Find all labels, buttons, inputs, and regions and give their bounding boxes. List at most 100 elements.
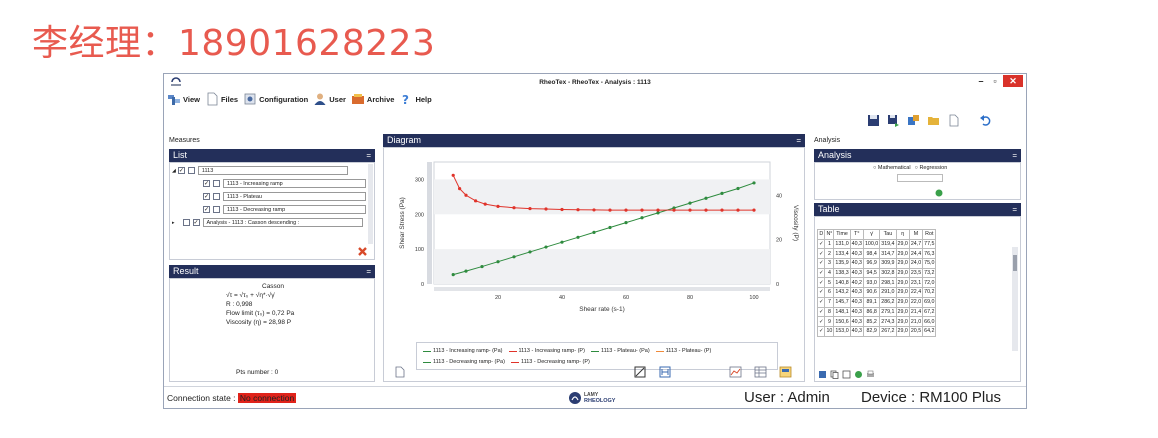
table-column-header[interactable]: Rot (922, 229, 937, 240)
row-checkbox[interactable]: ✓ (816, 248, 826, 260)
legend-item[interactable]: 1113 - Plateau- (P) (655, 346, 711, 357)
row-checkbox[interactable]: ✓ (816, 267, 826, 279)
table-zoom-icon[interactable] (818, 370, 827, 379)
page-icon[interactable] (394, 366, 405, 378)
legend-item[interactable]: 1113 - Decreasing ramp- (Pa) (423, 357, 505, 368)
legend-item[interactable]: 1113 - Increasing ramp- (P) (508, 346, 585, 357)
table-row[interactable]: ✓ 7 145,7 40,3 89,1 286,2 29,0 22,0 69,0 (816, 296, 937, 308)
close-button[interactable]: ✕ (1003, 75, 1023, 87)
analysis-model-select[interactable] (897, 174, 943, 182)
table-column-header[interactable]: Tau (879, 229, 897, 240)
tree-analysis-checkbox-d[interactable]: ✓ (192, 219, 200, 226)
zoom-reset-icon[interactable] (634, 366, 646, 378)
diagram-chart[interactable]: 0 100 200 300 0 20 40 20 40 60 80 100 Shear rate (s-… (384, 148, 804, 336)
menu-user[interactable]: User (313, 92, 346, 106)
copy-icon[interactable] (830, 370, 839, 379)
tree-child-checkbox[interactable] (213, 206, 220, 213)
save-icon[interactable] (867, 114, 880, 127)
open-folder-icon[interactable] (927, 114, 940, 127)
print-icon[interactable] (866, 370, 875, 379)
collapsed-caret-icon[interactable]: ▸ (172, 219, 175, 226)
validate-icon[interactable] (935, 189, 943, 197)
regression-radio[interactable]: ○ Regression (914, 165, 948, 171)
diagram-collapse-button[interactable]: = (796, 136, 801, 145)
legend-item[interactable]: 1113 - Increasing ramp- (Pa) (423, 346, 503, 357)
table-header[interactable]: Table = (814, 203, 1021, 216)
row-checkbox[interactable]: ✓ (816, 325, 826, 337)
menu-help[interactable]: ? Help (399, 92, 431, 106)
chart-settings-icon[interactable] (729, 366, 742, 378)
list-header[interactable]: List = (169, 149, 375, 162)
table-row[interactable]: ✓ 10 153,0 40,3 82,9 267,2 29,0 20,5 64,2 (816, 325, 937, 337)
tree-child-row[interactable]: ✓ 1113 - Plateau (203, 191, 366, 202)
table-column-header[interactable]: Time (833, 229, 851, 240)
tree-analysis-row[interactable]: ▸ ✓ Analysis - 1113 : Casson descending … (172, 217, 363, 228)
fit-width-icon[interactable] (659, 366, 671, 378)
delete-icon[interactable] (357, 246, 368, 257)
tree-child-row[interactable]: ✓ 1113 - Decreasing ramp (203, 204, 366, 215)
tree-child-checkbox[interactable]: ✓ (203, 206, 210, 213)
table-row[interactable]: ✓ 9 150,6 40,3 85,2 274,3 29,0 21,0 66,0 (816, 316, 937, 327)
table-column-header[interactable]: η (895, 229, 910, 240)
tree-scrollbar[interactable] (368, 164, 373, 244)
table-row[interactable]: ✓ 1 131,0 40,3 100,0 319,4 29,0 24,7 77,5 (816, 238, 937, 250)
tree-child-checkbox[interactable] (213, 193, 220, 200)
row-checkbox[interactable]: ✓ (816, 287, 826, 298)
save-as-icon[interactable] (887, 114, 900, 127)
row-checkbox[interactable]: ✓ (816, 316, 826, 327)
table-view-icon[interactable] (754, 366, 767, 378)
x-tick-label: 100 (749, 295, 758, 301)
tree-child-checkbox[interactable]: ✓ (203, 180, 210, 187)
menu-configuration[interactable]: Configuration (243, 92, 308, 106)
mathematical-radio[interactable]: ○ Mathematical (873, 165, 911, 171)
table-column-header[interactable]: N° (824, 229, 835, 240)
table-row[interactable]: ✓ 4 138,3 40,3 94,5 302,8 29,0 23,5 73,2 (816, 267, 937, 279)
tree-root-checkbox[interactable] (187, 167, 195, 174)
analysis-header[interactable]: Analysis = (814, 149, 1021, 162)
table-row[interactable]: ✓ 5 140,8 40,2 93,0 298,1 29,0 23,1 72,0 (816, 277, 937, 289)
tree-root-row[interactable]: ◢ ✓ 1113 (172, 165, 348, 176)
legend-item[interactable]: 1113 - Plateau- (Pa) (590, 346, 650, 357)
table-column-header[interactable]: D (816, 229, 826, 240)
table-scrollbar-thumb[interactable] (1013, 255, 1017, 271)
tree-child-checkbox[interactable]: ✓ (203, 193, 210, 200)
menu-view[interactable]: View (167, 92, 200, 106)
table-column-header[interactable]: M (908, 229, 924, 240)
table-row[interactable]: ✓ 3 135,9 40,3 96,9 309,9 29,0 24,0 75,0 (816, 258, 937, 269)
row-checkbox[interactable]: ✓ (816, 296, 826, 308)
expand-caret-icon[interactable]: ◢ (172, 167, 176, 174)
tree-child-checkbox[interactable] (213, 180, 220, 187)
row-checkbox[interactable]: ✓ (816, 258, 826, 269)
legend-item[interactable]: 1113 - Decreasing ramp- (P) (510, 357, 590, 368)
table-row[interactable]: ✓ 8 148,1 40,3 86,8 279,1 29,0 21,4 67,2 (816, 306, 937, 318)
table-column-header[interactable]: T° (849, 229, 864, 240)
result-collapse-button[interactable]: = (366, 267, 371, 276)
undo-icon[interactable] (979, 114, 992, 127)
table-cell: 29,0 (895, 306, 910, 318)
tree-analysis-checkbox[interactable] (182, 219, 190, 226)
table-scrollbar[interactable] (1012, 247, 1018, 351)
analysis-collapse-button[interactable]: = (1012, 151, 1017, 160)
diagram-header[interactable]: Diagram = (383, 134, 805, 147)
list-collapse-button[interactable]: = (366, 151, 371, 160)
menu-files[interactable]: Files (205, 92, 238, 106)
row-checkbox[interactable]: ✓ (816, 238, 826, 250)
menu-archive[interactable]: Archive (351, 92, 394, 106)
refresh-icon[interactable] (854, 370, 863, 379)
result-header[interactable]: Result = (169, 265, 375, 278)
document-icon[interactable] (947, 114, 960, 127)
table-row[interactable]: ✓ 6 143,2 40,3 90,6 291,0 29,0 22,4 70,2 (816, 287, 937, 298)
export-report-icon[interactable] (779, 366, 792, 378)
table-collapse-button[interactable]: = (1012, 205, 1017, 214)
tree-child-row[interactable]: ✓ 1113 - Increasing ramp (203, 178, 366, 189)
minimize-button[interactable]: – (978, 76, 984, 86)
row-checkbox[interactable]: ✓ (816, 277, 826, 289)
table-column-header[interactable]: γ̇ (862, 229, 881, 240)
table-row[interactable]: ✓ 2 133,4 40,3 98,4 314,7 29,0 24,4 76,3 (816, 248, 937, 260)
maximize-button[interactable]: ▫ (993, 76, 997, 86)
tree-root-checkbox-d[interactable]: ✓ (177, 167, 185, 174)
y-scrollbar (427, 162, 432, 284)
row-checkbox[interactable]: ✓ (816, 306, 826, 318)
paste-icon[interactable] (842, 370, 851, 379)
export-icon[interactable] (907, 114, 920, 127)
